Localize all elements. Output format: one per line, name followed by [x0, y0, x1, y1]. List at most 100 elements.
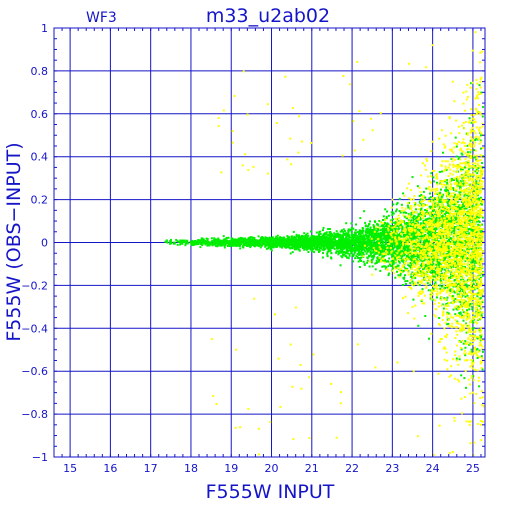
green-point: [350, 239, 353, 242]
green-point: [392, 255, 395, 257]
green-point: [392, 265, 394, 268]
green-point: [274, 243, 277, 246]
green-point: [243, 237, 246, 240]
green-point: [480, 355, 483, 358]
green-point: [439, 191, 442, 194]
green-point: [202, 242, 205, 245]
green-point: [460, 374, 463, 377]
green-point: [358, 229, 361, 232]
green-point: [464, 266, 466, 269]
green-point: [390, 237, 393, 240]
green-point: [429, 217, 432, 220]
green-point: [382, 233, 385, 236]
green-point: [447, 312, 450, 315]
green-point: [206, 238, 209, 240]
green-point: [433, 255, 435, 258]
green-point: [258, 244, 261, 247]
green-point: [477, 223, 480, 226]
green-point: [478, 262, 481, 265]
green-point: [227, 236, 230, 239]
green-point: [466, 144, 469, 147]
green-point: [435, 243, 438, 246]
green-point: [306, 247, 309, 249]
green-point: [471, 280, 474, 283]
green-point: [442, 193, 445, 196]
green-point: [467, 215, 470, 218]
green-point: [440, 285, 443, 288]
green-point: [392, 203, 395, 206]
green-point: [350, 222, 353, 225]
green-point: [428, 197, 431, 200]
green-point: [265, 247, 268, 250]
green-point: [457, 305, 460, 308]
green-point: [448, 255, 451, 258]
green-point: [466, 214, 469, 217]
green-point: [382, 241, 385, 244]
green-point: [391, 253, 394, 256]
green-point: [434, 275, 436, 278]
green-point: [362, 246, 365, 249]
green-point: [345, 236, 348, 239]
green-point: [395, 210, 397, 213]
green-point: [203, 240, 206, 243]
green-point: [371, 265, 374, 268]
green-point: [408, 236, 411, 239]
green-point: [389, 264, 392, 267]
green-point: [276, 244, 279, 247]
green-point: [384, 239, 387, 241]
green-point: [372, 255, 374, 258]
green-point: [470, 218, 473, 221]
green-point: [408, 234, 410, 237]
green-point: [354, 245, 357, 248]
green-point: [435, 267, 438, 270]
green-point: [410, 264, 413, 267]
green-point: [362, 229, 365, 232]
green-point: [371, 229, 374, 232]
green-point: [348, 254, 351, 257]
green-point: [454, 313, 457, 316]
green-point: [459, 180, 462, 183]
green-point: [386, 239, 389, 242]
green-point: [224, 240, 227, 242]
green-point: [199, 241, 201, 243]
green-point: [287, 236, 290, 239]
green-point: [311, 235, 313, 238]
green-point: [430, 205, 433, 208]
green-point: [395, 234, 398, 237]
green-point: [463, 205, 465, 208]
green-point: [475, 261, 478, 264]
green-point: [392, 262, 395, 265]
green-point: [400, 250, 403, 253]
green-point: [276, 237, 279, 240]
green-point: [432, 180, 435, 183]
green-point: [269, 248, 272, 251]
green-point: [403, 251, 406, 254]
green-point: [411, 221, 414, 224]
green-point: [401, 284, 404, 286]
green-point: [423, 254, 426, 257]
green-point: [388, 250, 391, 253]
green-point: [355, 254, 358, 257]
green-point: [430, 172, 433, 175]
green-point: [464, 346, 467, 349]
green-point: [334, 233, 337, 236]
green-point: [235, 241, 238, 244]
green-point: [225, 237, 228, 239]
green-point: [379, 229, 382, 232]
green-point: [257, 235, 260, 238]
green-point: [410, 249, 413, 252]
green-point: [406, 204, 409, 207]
green-point: [305, 243, 308, 246]
green-point: [480, 147, 482, 150]
green-point: [447, 193, 450, 196]
green-point: [326, 251, 329, 254]
green-point: [215, 245, 218, 248]
green-point: [284, 243, 287, 246]
green-point: [440, 211, 443, 214]
green-point: [355, 223, 357, 226]
green-point: [390, 225, 393, 228]
green-point: [413, 242, 416, 245]
green-point: [360, 230, 363, 233]
green-point: [238, 237, 241, 240]
green-point: [359, 243, 362, 246]
